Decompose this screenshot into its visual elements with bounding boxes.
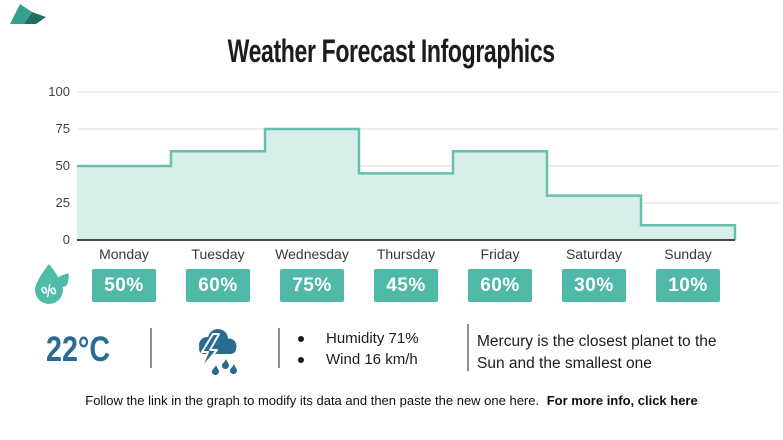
y-axis-label: 25 [55,195,70,210]
fact-text: Mercury is the closest planet to the Sun… [477,333,717,372]
y-axis-label: 0 [62,232,70,247]
water-drop-percent-icon: % [35,264,69,304]
percent-badge: 10% [656,269,720,302]
percent-badge: 30% [562,269,626,302]
footer: Follow the link in the graph to modify i… [0,393,783,409]
bullet-icon [298,357,304,363]
page-title: Weather Forecast Infographics [227,33,556,69]
footer-text: Follow the link in the graph to modify i… [85,393,540,408]
svg-text:%: % [39,281,59,302]
day-label: Monday [99,246,149,262]
forecast-step-area-chart[interactable] [0,85,783,250]
y-axis-label: 75 [55,121,70,136]
percent-badge: 50% [92,269,156,302]
percent-badge: 60% [468,269,532,302]
percent-badge: 75% [280,269,344,302]
wind-stat: Wind 16 km/h [326,351,418,368]
percent-badge: 45% [374,269,438,302]
area-fill [77,129,735,240]
storm-cloud-rain-icon [199,329,237,376]
divider [150,328,152,368]
y-axis-label: 50 [55,158,70,173]
divider [278,328,280,368]
day-label: Friday [480,246,520,262]
day-label: Tuesday [191,246,245,262]
area-step-line [77,127,737,240]
percent-badge: 60% [186,269,250,302]
corner-decoration-icon [10,4,46,24]
y-axis-label: 100 [48,84,70,99]
day-label: Wednesday [275,246,349,262]
day-label: Thursday [376,246,436,262]
day-label: Sunday [664,246,712,262]
bullet-icon [298,336,304,342]
humidity-stat: Humidity 71% [326,330,419,347]
day-label: Saturday [565,246,623,262]
weather-stats-list: Humidity 71% Wind 16 km/h [298,331,419,373]
list-item: Humidity 71% [298,331,419,347]
divider [467,324,469,371]
temperature-value: 22°C [46,330,111,369]
list-item: Wind 16 km/h [298,352,419,368]
footer-link[interactable]: For more info, click here [546,393,698,408]
